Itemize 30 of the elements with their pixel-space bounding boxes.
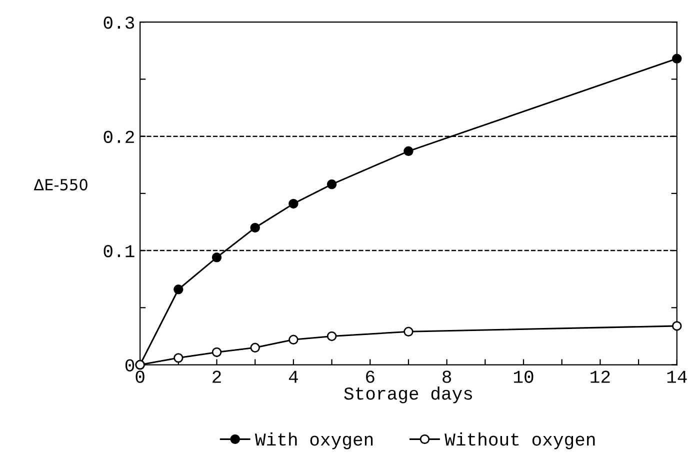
point: [404, 326, 414, 337]
point: [404, 146, 414, 156]
point: [174, 284, 184, 294]
point: [672, 54, 682, 64]
point: [326, 331, 337, 342]
point: [288, 198, 298, 209]
x-tick-label: 2: [212, 370, 221, 383]
x-tick-label: 4: [288, 370, 298, 383]
y-tick-label: 0.2: [104, 130, 134, 144]
point: [326, 179, 337, 190]
point: [212, 252, 222, 262]
y-tick-label: 0.1: [104, 245, 134, 258]
legend-label: With oxygen: [254, 432, 373, 450]
x-tick-label: 14: [667, 370, 687, 383]
y-tick-label: 0: [125, 359, 134, 372]
point: [174, 353, 184, 363]
point: [212, 347, 222, 358]
x-tick-label: 12: [590, 370, 610, 383]
legend-label: Without oxygen: [444, 432, 595, 450]
x-tick-label: 8: [442, 370, 452, 383]
point: [672, 321, 682, 331]
x-axis-title: Storage days: [344, 386, 472, 404]
y-axis-title: ΔE-550: [34, 178, 88, 190]
x-tick-label: 6: [366, 370, 374, 383]
point: [250, 342, 260, 353]
x-tick-label: 0: [136, 370, 144, 383]
y-tick-label: 0.3: [104, 16, 134, 29]
x-tick-label: 10: [514, 370, 534, 383]
point: [250, 222, 260, 233]
point: [288, 334, 298, 345]
